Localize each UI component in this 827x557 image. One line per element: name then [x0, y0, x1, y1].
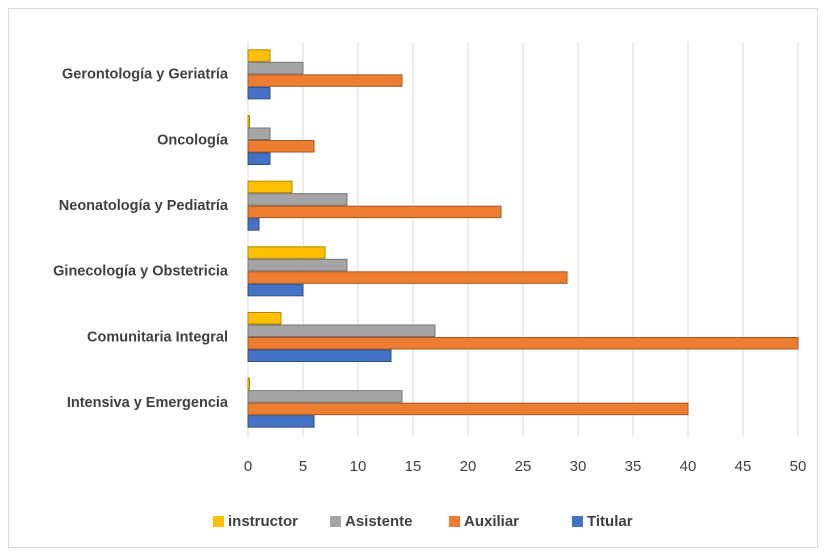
legend-swatch [572, 516, 583, 527]
bar [247, 180, 293, 194]
bar [247, 74, 403, 87]
legend-swatch [213, 516, 224, 527]
bar [247, 377, 250, 391]
bar [247, 337, 799, 350]
legend-swatch [330, 516, 341, 527]
x-tick-label: 20 [460, 458, 477, 475]
x-tick-label: 50 [790, 458, 807, 475]
bar [247, 402, 689, 416]
legend-label: Titular [587, 513, 633, 530]
bar [247, 271, 568, 284]
x-tick-label: 0 [244, 458, 252, 475]
x-tick-label: 40 [680, 458, 697, 475]
category-label: Ginecología y Obstetricia [53, 264, 229, 280]
bar [247, 415, 315, 428]
bar [247, 152, 271, 165]
category-label: Gerontología y Geriatría [62, 67, 229, 83]
bar [247, 193, 348, 206]
bar [247, 324, 436, 337]
x-tick-label: 15 [405, 458, 422, 475]
category-label: Intensiva y Emergencia [67, 395, 229, 411]
bar [247, 127, 271, 140]
bar [247, 61, 304, 75]
x-tick-label: 25 [515, 458, 532, 475]
x-tick-label: 10 [350, 458, 367, 475]
category-label: Oncología [157, 132, 229, 148]
bar [247, 140, 315, 153]
legend-label: instructor [228, 513, 298, 530]
bar [247, 312, 282, 325]
bar [247, 205, 502, 219]
x-tick-label: 35 [625, 458, 642, 475]
bar [247, 86, 271, 100]
x-tick-label: 30 [570, 458, 587, 475]
x-tick-label: 45 [735, 458, 752, 475]
bar [247, 349, 392, 362]
legend-label: Auxiliar [464, 513, 519, 530]
bar [247, 49, 271, 62]
legend-label: Asistente [345, 513, 413, 530]
bar [247, 246, 326, 259]
bar [247, 283, 304, 297]
bar [247, 390, 403, 403]
category-label: Comunitaria Integral [87, 329, 228, 345]
legend-swatch [449, 516, 460, 527]
bar [247, 115, 250, 128]
x-tick-label: 5 [299, 458, 307, 475]
bar [247, 218, 260, 231]
bar [247, 258, 348, 272]
category-label: Neonatología y Pediatría [59, 198, 229, 214]
